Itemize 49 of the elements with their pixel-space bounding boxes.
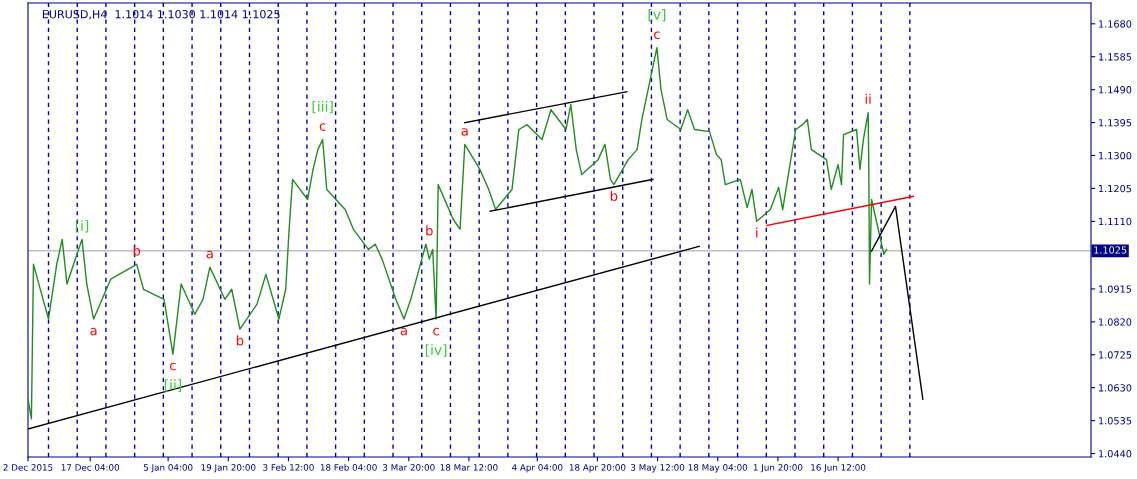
annotation: [v] xyxy=(648,9,666,22)
annotation: b xyxy=(426,225,433,236)
x-tick-label: 5 Jan 04:00 xyxy=(143,464,193,473)
annotation: [iv] xyxy=(425,344,447,357)
y-tick-label: 1.0820 xyxy=(1099,318,1132,326)
annotation: b xyxy=(236,335,244,346)
x-tick-label: 18 Apr 20:00 xyxy=(569,464,626,473)
y-tick-label: 1.1680 xyxy=(1099,20,1132,28)
y-tick-label: 1.0915 xyxy=(1099,285,1132,293)
annotation: [i] xyxy=(75,220,89,233)
y-tick-label: 1.0725 xyxy=(1099,351,1132,359)
y-tick-label: 1.1110 xyxy=(1099,217,1132,226)
x-tick-label: 1 Jun 20:00 xyxy=(753,464,803,473)
annotation: c xyxy=(319,123,326,131)
x-tick-label: 3 Feb 12:00 xyxy=(263,463,314,471)
annotation: a xyxy=(461,128,468,136)
annotation: ii xyxy=(865,93,871,104)
x-tick-label: 17 Dec 04:00 xyxy=(61,464,120,471)
y-tick-label: 1.0630 xyxy=(1099,384,1132,392)
x-tick-label: 3 May 12:00 xyxy=(631,464,685,473)
annotation: c xyxy=(433,327,439,336)
x-tick-label: 16 Jun 12:00 xyxy=(811,464,866,473)
y-tick-label: 1.1490 xyxy=(1099,86,1132,94)
annotation: a xyxy=(400,327,407,336)
annotation: [ii] xyxy=(164,379,182,392)
line-series xyxy=(28,47,888,420)
annotation: i xyxy=(756,227,758,238)
annotation: [iii] xyxy=(312,100,333,114)
annotation: c xyxy=(170,362,176,371)
x-tick-label: 3 Mar 20:00 xyxy=(383,464,435,471)
y-tick-label: 1.0535 xyxy=(1099,417,1132,425)
annotation: a xyxy=(206,250,213,259)
y-tick-label: 1.1395 xyxy=(1099,119,1132,127)
annotation: c xyxy=(654,31,660,40)
annotation: a xyxy=(90,327,97,336)
y-tick-label: 1.1205 xyxy=(1099,184,1132,193)
x-tick-label: 2 Dec 2015 xyxy=(3,464,53,471)
annotation: b xyxy=(610,190,618,201)
x-tick-label: 18 Feb 04:00 xyxy=(320,463,377,471)
text: EURUSD,H4 1.1014 1.1030 1.1014 1.1025 xyxy=(42,10,280,20)
annotation: b xyxy=(133,245,141,256)
x-tick-label: 18 Mar 12:00 xyxy=(440,464,498,471)
y-tick-label: 1.1585 xyxy=(1099,53,1132,61)
x-tick-label: 19 Jan 20:00 xyxy=(201,464,256,473)
y-tick-label: 1.0440 xyxy=(1099,450,1132,458)
ref-line-label: 1.1025 xyxy=(1094,246,1127,254)
y-tick-label: 1.1300 xyxy=(1099,151,1132,160)
x-tick-label: 4 Apr 04:00 xyxy=(511,464,563,473)
x-tick-label: 18 May 04:00 xyxy=(688,464,748,473)
